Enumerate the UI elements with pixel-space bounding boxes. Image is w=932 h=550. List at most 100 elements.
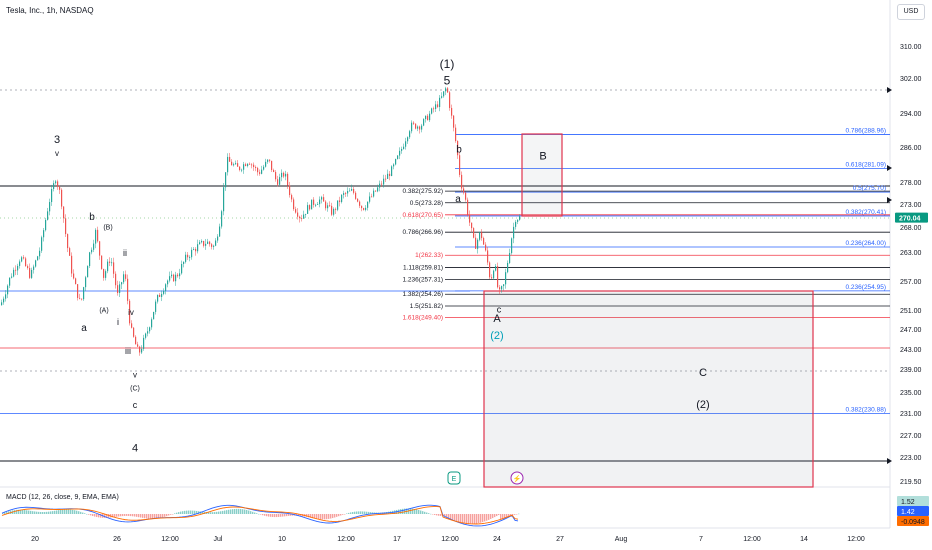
macd-bar [420,510,422,514]
time-tick-label: Aug [615,536,628,543]
wave-label: i [117,317,119,327]
candle-body [399,150,401,156]
macd-bar [446,514,448,518]
macd-bar [66,509,68,514]
macd-bar [274,514,276,518]
fib-label-right: 0.786(288.96) [846,127,886,134]
candle-body [363,208,365,210]
macd-bar [492,514,494,519]
candle-body [145,333,147,338]
candle-body [119,284,121,294]
macd-bar [112,514,114,518]
macd-bar [430,513,432,515]
candle-body [455,127,457,142]
candle-body [427,115,429,121]
fib-label-left: 0.5(273.28) [410,200,443,207]
candle-body [143,337,145,349]
candle-body [83,287,85,300]
price-tick-label: 227.00 [900,433,922,440]
macd-bar [44,511,46,514]
macd-bar [272,514,274,518]
candle-body [341,194,343,202]
candle-body [385,178,387,180]
candle-body [415,123,417,129]
macd-bar [124,514,126,516]
candle-body [49,202,51,212]
candle-body [431,108,433,114]
macd-bar [40,511,42,514]
macd-bar [76,510,78,514]
macd-bar [232,509,234,514]
candle-body [463,188,465,193]
wave-label: (2) [490,330,503,342]
candle-body [101,255,103,269]
candle-body [451,107,453,116]
candle-body [391,166,393,176]
macd-bar [496,514,498,517]
candle-body [173,274,175,282]
candle-body [421,125,423,130]
line-arrowhead [887,165,892,171]
candle-body [219,226,221,237]
wave-label: 3 [54,134,60,146]
macd-bar [134,514,136,517]
candle-body [47,211,49,220]
candle-body [165,284,167,291]
fib-label-left: 1.618(249.40) [403,315,443,322]
macd-bar [80,511,82,514]
macd-bar [74,510,76,514]
macd-bar [140,514,142,518]
candle-body [27,266,29,268]
candle-body [303,214,305,219]
candle-body [75,278,77,285]
macd-bar [410,508,412,514]
macd-line [1,504,519,527]
macd-bar [202,511,204,514]
candle-body [111,262,113,264]
wave-c-box [483,290,814,488]
candle-body [45,219,47,231]
candle-body [407,137,409,142]
candle-body [501,286,503,290]
macd-bar [224,510,226,514]
candle-body [485,244,487,251]
candle-body [253,164,255,168]
price-tick-label: 257.00 [900,279,922,286]
macd-bar [460,514,462,523]
macd-bar [222,510,224,514]
macd-bar [92,514,94,517]
dividend-marker [510,471,524,485]
macd-bar [62,509,64,514]
wave-label: iii [125,346,131,356]
candle-body [19,261,21,266]
macd-bar [22,509,24,514]
candle-body [447,88,449,93]
macd-bar [360,511,362,514]
candle-body [155,301,157,312]
candle-body [417,126,419,129]
macd-bar [262,514,264,516]
candle-body [345,193,347,194]
macd-bar [192,510,194,514]
candle-body [493,270,495,279]
macd-bar [516,514,518,515]
price-tick-label: 243.00 [900,347,922,354]
macd-bar [502,514,504,519]
macd-bar [182,511,184,514]
candle-body [293,199,295,210]
macd-bar [250,511,252,514]
macd-bar [2,513,4,514]
candle-body [169,276,171,281]
symbol-title: Tesla, Inc., 1h, NASDAQ [6,6,94,15]
currency-button[interactable]: USD [897,4,925,20]
candle-body [307,205,309,214]
macd-bar [486,514,488,521]
candle-body [135,336,137,345]
candle-body [285,173,287,177]
candle-body [113,262,115,274]
macd-bar [160,514,162,518]
macd-bar [190,510,192,514]
candle-body [291,195,293,200]
macd-bar [106,514,108,518]
